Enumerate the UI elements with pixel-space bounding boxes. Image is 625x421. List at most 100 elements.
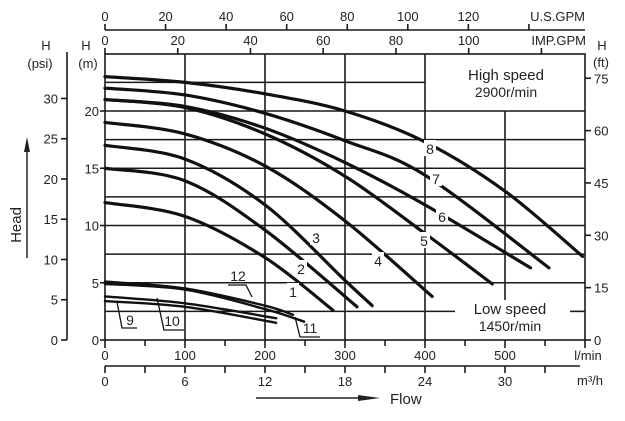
imp-gpm-tick-label: 100 [458,33,480,48]
curve-8 [103,75,585,259]
m3h-label: m³/h [577,373,603,388]
flow-arrow-icon [256,395,380,401]
leader-line-10 [156,297,184,331]
leader-line-12 [228,284,253,298]
curve-12 [103,280,295,317]
curve-label-bg [436,208,448,224]
curve-label-3: 3 [312,230,320,246]
high-speed-title: High speed [468,67,544,84]
us-gpm-tick-label: 20 [158,9,172,24]
curve-6 [103,97,533,270]
m-axis-h: H [81,38,90,53]
psi-tick-label: 20 [44,172,58,187]
low-speed-title: Low speed [474,301,547,318]
curve-10 [103,295,278,320]
head-axis-title: Head [8,207,25,243]
ft-tick-label: 45 [594,176,608,191]
m3h-tick-label: 30 [498,374,512,389]
psi-axis-h: H [41,38,50,53]
curve-label-8: 8 [426,141,434,157]
m-tick-label: 0 [92,333,99,348]
curve-label-bg [430,170,442,186]
x-tick-label: 500 [494,348,516,363]
psi-tick-label: 15 [44,212,58,227]
curve-label-bg [424,140,436,156]
psi-tick-label: 0 [51,333,58,348]
x-tick-label: 0 [101,348,108,363]
psi-tick-label: 10 [44,252,58,267]
curve-1 [103,201,335,312]
psi-tick-label: 25 [44,132,58,147]
m-tick-label: 15 [85,161,99,176]
imp-gpm-tick-label: 40 [243,33,257,48]
high-speed-rpm: 2900r/min [475,84,537,100]
curve-2 [103,166,359,309]
m3h-tick-label: 18 [338,374,352,389]
leader-line-9 [116,301,137,329]
curve-11 [103,282,306,323]
us-gpm-tick-label: 0 [101,9,108,24]
ft-axis-h: H [597,38,606,53]
us-gpm-tick-label: 60 [279,9,293,24]
m-tick-label: 5 [92,276,99,291]
us-gpm-tick-label: 40 [219,9,233,24]
leader-line-11 [294,316,320,338]
lmin-label: l/min [574,348,601,363]
curve-9 [103,299,278,325]
imp-gpm-tick-label: 60 [316,33,330,48]
imp-gpm-tick-label: 80 [389,33,403,48]
curve-label-bg [372,252,384,268]
curve-label-bg [287,283,299,299]
ft-axis-unit: (ft) [593,55,609,70]
psi-tick-label: 30 [44,91,58,106]
m-tick-label: 20 [85,104,99,119]
curve-label-5: 5 [420,233,428,249]
curve-label-11: 11 [303,320,318,336]
curve-label-9: 9 [126,312,134,328]
m3h-tick-label: 12 [258,374,272,389]
x-tick-label: 400 [414,348,436,363]
ft-tick-label: 15 [594,281,608,296]
us-gpm-label: U.S.GPM [530,9,585,24]
imp-gpm-tick-label: 20 [171,33,185,48]
imp-gpm-label: IMP.GPM [531,33,586,48]
ft-tick-label: 60 [594,124,608,139]
curves [103,75,585,325]
x-tick-label: 300 [334,348,356,363]
x-tick-label: 200 [254,348,276,363]
psi-tick-label: 5 [51,293,58,308]
m3h-tick-label: 0 [101,374,108,389]
curve-label-2: 2 [297,261,305,277]
curve-label-bg [295,260,307,276]
ft-tick-label: 75 [594,71,608,86]
head-arrow-icon [24,137,30,258]
curve-label-10: 10 [164,313,180,329]
m-tick-label: 10 [85,219,99,234]
us-gpm-tick-label: 120 [458,9,480,24]
ft-tick-label: 30 [594,228,608,243]
flow-axis-title: Flow [390,391,422,408]
curve-3 [103,143,374,308]
m3h-tick-label: 24 [418,374,432,389]
x-tick-label: 100 [174,348,196,363]
m-axis-unit: (m) [78,56,98,71]
low-speed-rpm: 1450r/min [479,318,541,334]
high-speed-box-bg [427,56,584,108]
us-gpm-tick-label: 80 [340,9,354,24]
psi-axis-unit: (psi) [27,56,52,71]
low-speed-box-bg [455,300,570,338]
curve-7 [103,86,551,270]
curve-4 [103,120,434,299]
curve-label-bg [418,232,430,248]
curve-label-4: 4 [374,253,382,269]
curve-label-bg [310,229,322,245]
curve-label-7: 7 [432,171,440,187]
ft-tick-label: 0 [594,333,601,348]
m3h-tick-label: 6 [181,374,188,389]
curve-label-1: 1 [289,284,297,300]
curve-label-12: 12 [230,268,246,284]
curve-label-6: 6 [438,209,446,225]
